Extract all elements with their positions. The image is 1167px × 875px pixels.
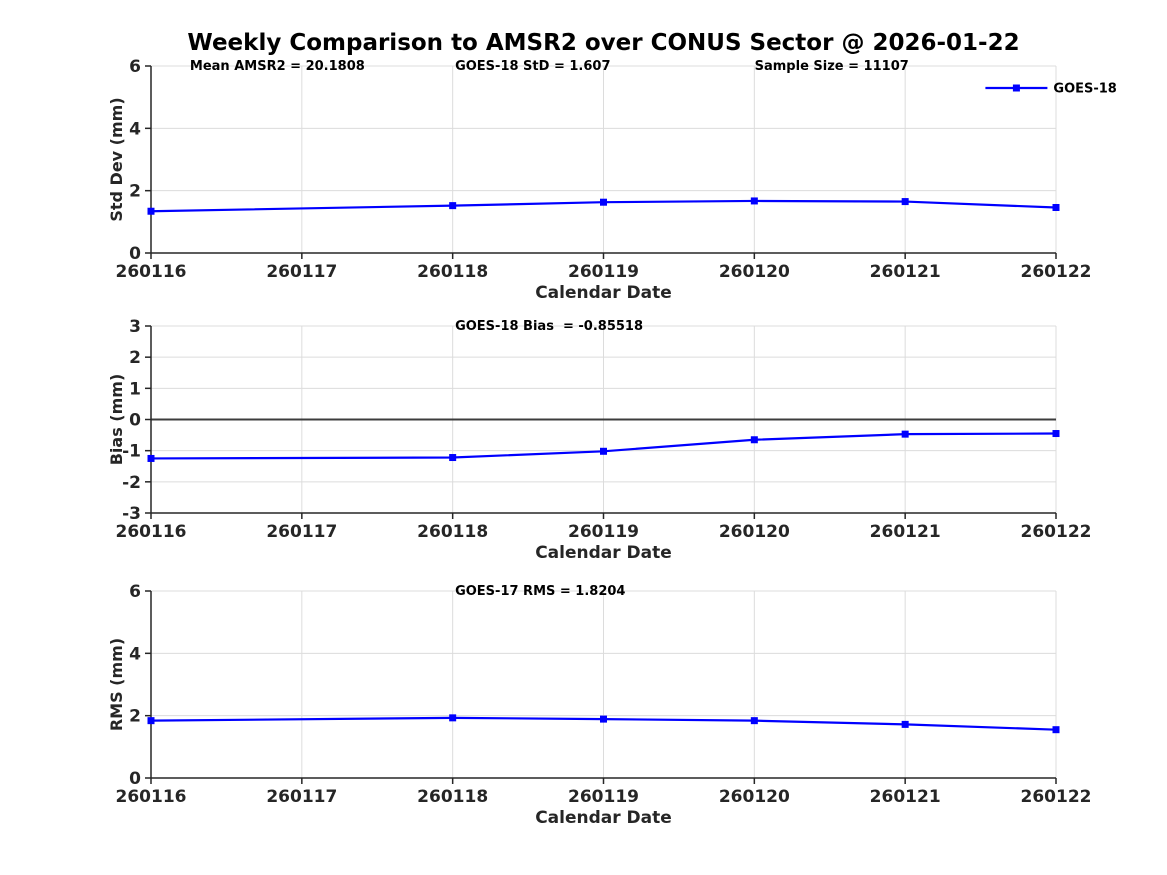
data-point-marker [147, 717, 155, 725]
figure-title: Weekly Comparison to AMSR2 over CONUS Se… [187, 30, 1020, 56]
x-tick-label: 260120 [719, 787, 790, 807]
data-point-marker [449, 202, 457, 210]
stat-annotation: Mean AMSR2 = 20.1808 [190, 59, 365, 74]
x-tick-label: 260120 [719, 522, 790, 542]
x-tick-label: 260121 [870, 522, 941, 542]
x-tick-label: 260117 [266, 787, 337, 807]
y-tick-label: 0 [129, 244, 141, 264]
y-tick-label: 4 [129, 644, 141, 664]
y-axis-title: RMS (mm) [107, 638, 126, 731]
x-tick-label: 260116 [116, 522, 187, 542]
x-tick-label: 260119 [568, 262, 639, 282]
y-tick-label: 2 [129, 182, 141, 202]
y-tick-label: -1 [122, 442, 141, 462]
rms-chart: 0 2 4 6 260116 260117 260118 260119 260120 260121… [107, 582, 1092, 828]
stat-annotation: GOES-18 StD = 1.607 [455, 59, 610, 74]
y-tick-label: 2 [129, 707, 141, 727]
data-point-marker [600, 715, 607, 723]
series-line [150, 716, 1057, 731]
bias-chart: -3 -2 -1 0 1 2 3 260116 260117 260118 260119 260120… [107, 317, 1092, 563]
stat-annotation: Sample Size = 11107 [755, 59, 909, 74]
x-tick-label: 260117 [266, 262, 337, 282]
x-tick-label: 260116 [116, 787, 187, 807]
x-axis-title: Calendar Date [535, 283, 672, 303]
y-tick-label: -2 [122, 473, 141, 493]
data-point-marker [600, 447, 607, 455]
x-tick-label: 260118 [417, 787, 488, 807]
y-tick-label: 4 [129, 119, 141, 139]
x-tick-label: 260118 [417, 262, 488, 282]
data-point-marker [901, 720, 909, 728]
y-tick-label: 2 [129, 348, 141, 368]
x-tick-label: 260122 [1021, 262, 1092, 282]
y-axis-title: Bias (mm) [107, 374, 126, 466]
data-point-marker [901, 430, 909, 438]
legend-marker-sample [1012, 84, 1020, 92]
x-tick-label: 260120 [719, 262, 790, 282]
x-tick-label: 260117 [266, 522, 337, 542]
legend-label: GOES-18 [1053, 82, 1116, 97]
x-tick-label: 260121 [870, 262, 941, 282]
data-point-marker [750, 717, 758, 725]
series-line [150, 199, 1057, 213]
y-tick-label: 6 [129, 57, 141, 77]
data-point-marker [750, 436, 758, 444]
data-point-marker [147, 454, 155, 462]
y-tick-label: 3 [129, 317, 141, 337]
x-tick-label: 260116 [116, 262, 187, 282]
data-point-marker [147, 207, 155, 215]
data-point-marker [750, 197, 758, 205]
x-tick-label: 260122 [1021, 787, 1092, 807]
x-tick-label: 260119 [568, 787, 639, 807]
data-point-marker [449, 454, 457, 462]
std-dev-chart: 0 2 4 6 260116 260117 260118 260119 260120 260121… [107, 57, 1117, 303]
data-point-marker [1052, 726, 1060, 734]
data-point-marker [600, 198, 607, 206]
y-tick-label: -3 [122, 504, 141, 524]
y-tick-label: 6 [129, 582, 141, 602]
x-axis-title: Calendar Date [535, 808, 672, 828]
data-point-marker [1052, 430, 1060, 438]
y-tick-label: 0 [129, 769, 141, 789]
y-tick-label: 0 [129, 411, 141, 431]
x-tick-label: 260122 [1021, 522, 1092, 542]
data-point-marker [901, 198, 909, 206]
y-axis-title: Std Dev (mm) [107, 97, 126, 221]
x-tick-label: 260121 [870, 787, 941, 807]
series-line [150, 432, 1057, 460]
x-axis-title: Calendar Date [535, 543, 672, 563]
stat-annotation: GOES-17 RMS = 1.8204 [455, 584, 625, 599]
data-point-marker [1052, 203, 1060, 211]
stat-annotation: GOES-18 Bias = -0.85518 [455, 319, 643, 334]
data-point-marker [449, 714, 457, 722]
x-tick-label: 260119 [568, 522, 639, 542]
x-tick-label: 260118 [417, 522, 488, 542]
y-tick-label: 1 [129, 379, 141, 399]
